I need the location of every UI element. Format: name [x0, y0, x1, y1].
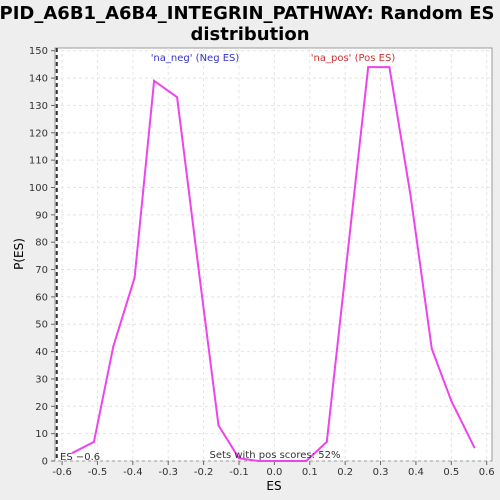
y-tick-label: 110 — [29, 156, 48, 167]
x-tick-label: 0.0 — [266, 467, 282, 478]
series-points — [71, 66, 476, 462]
data-point — [430, 347, 433, 350]
x-tick-label: 0.1 — [302, 467, 318, 478]
x-axis-label: ES — [266, 479, 281, 493]
data-point — [367, 66, 370, 69]
x-tick-label: 0.5 — [443, 467, 459, 478]
x-tick-label: 0.6 — [479, 467, 495, 478]
data-point — [344, 274, 347, 277]
data-point — [388, 66, 391, 69]
x-tick-label: 0.4 — [408, 467, 424, 478]
data-point — [112, 345, 115, 348]
data-point — [238, 457, 240, 460]
data-point — [450, 399, 453, 402]
data-point — [92, 440, 95, 443]
y-tick-label: 150 — [29, 46, 48, 57]
x-tick-label: -0.1 — [229, 467, 249, 478]
y-tick-label: 120 — [29, 128, 48, 139]
y-tick-label: 60 — [35, 292, 48, 303]
data-point — [305, 460, 308, 462]
data-point — [282, 460, 285, 462]
annotation-neg: 'na_neg' (Neg ES) — [151, 53, 240, 64]
series-line — [72, 66, 476, 462]
x-tick-label: -0.2 — [194, 467, 214, 478]
data-point — [197, 265, 200, 268]
plot-area — [54, 47, 493, 462]
x-axis: -0.6 -0.5 -0.4 -0.3 -0.2 -0.1 0.0 0.1 0.2 0.3 0.4 0… — [52, 461, 495, 478]
actual-es-label: ES −0.6 — [60, 452, 100, 463]
data-point — [325, 440, 328, 443]
y-tick-label: 20 — [35, 402, 48, 413]
x-tick-label: -0.4 — [123, 467, 143, 478]
y-tick-label: 30 — [35, 374, 48, 385]
annotation-pos: 'na_pos' (Pos ES) — [311, 53, 396, 64]
grid — [55, 48, 492, 462]
data-point — [217, 424, 220, 427]
data-point — [71, 451, 74, 454]
data-point — [133, 276, 136, 279]
data-point — [257, 460, 260, 462]
data-point — [409, 194, 412, 197]
data-point — [473, 446, 476, 449]
x-tick-label: 0.3 — [373, 467, 389, 478]
footer-note: Sets with pos scores: 52% — [210, 450, 341, 461]
chart-title-line1: PID_A6B1_A6B4_INTEGRIN_PATHWAY: Random E… — [0, 3, 494, 24]
y-tick-label: 130 — [29, 101, 48, 112]
x-tick-label: -0.5 — [88, 467, 108, 478]
y-axis-label: P(ES) — [12, 238, 26, 270]
y-tick-label: 50 — [35, 320, 48, 331]
y-tick-label: 10 — [35, 429, 48, 440]
y-axis: 0 10 20 30 40 50 60 70 80 90 100 110 120 130 140 150 — [29, 46, 55, 468]
y-tick-label: 90 — [35, 210, 48, 221]
data-point — [176, 96, 179, 99]
y-tick-label: 40 — [35, 347, 48, 358]
y-tick-label: 0 — [42, 457, 48, 468]
x-tick-label: -0.6 — [52, 467, 72, 478]
y-tick-label: 140 — [29, 74, 48, 85]
y-tick-label: 70 — [35, 265, 48, 276]
y-tick-label: 100 — [29, 183, 48, 194]
x-tick-label: 0.2 — [337, 467, 353, 478]
chart-title-line2: distribution — [190, 24, 309, 45]
y-tick-label: 80 — [35, 238, 48, 249]
data-point — [153, 79, 156, 82]
x-tick-label: -0.3 — [158, 467, 178, 478]
